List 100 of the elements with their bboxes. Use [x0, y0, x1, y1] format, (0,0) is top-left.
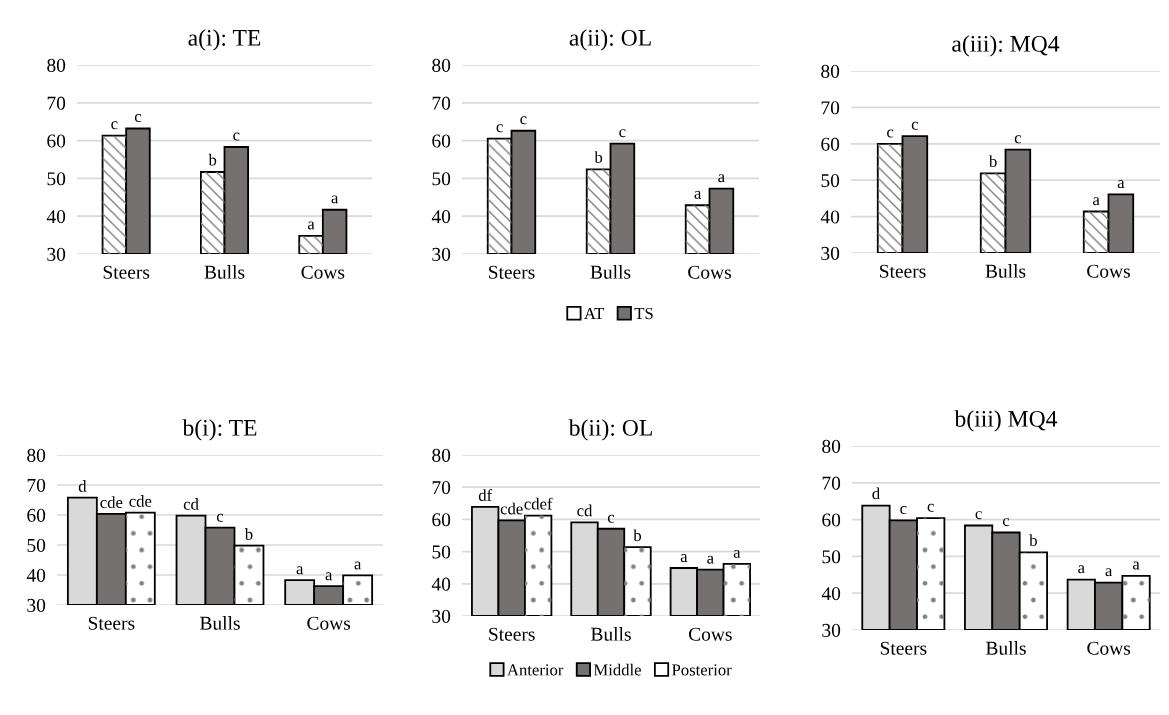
data-label: cd — [577, 504, 593, 517]
x-tick-label: Bulls — [204, 265, 245, 279]
chart-title: b(ii): OL — [568, 419, 652, 441]
y-tick-label: 50 — [432, 172, 451, 186]
data-label: a — [707, 555, 714, 564]
x-tick-label: Cows — [307, 616, 351, 630]
data-label: c — [111, 121, 118, 130]
data-label: b — [988, 155, 997, 167]
data-label: c — [607, 514, 615, 523]
y-tick-label: 40 — [26, 568, 46, 582]
y-tick-label: 40 — [820, 210, 840, 224]
y-tick-label: 70 — [47, 96, 66, 110]
data-label: df — [478, 488, 493, 501]
data-label: a — [354, 561, 362, 570]
y-tick-label: 80 — [27, 448, 46, 462]
data-label: b — [244, 528, 253, 540]
y-tick-label: 50 — [822, 550, 841, 564]
legend-label: Posterior — [672, 664, 732, 676]
x-tick-label: Bulls — [986, 641, 1026, 655]
data-label: c — [520, 116, 527, 125]
data-label: a — [325, 572, 333, 581]
x-tick-label: Cows — [301, 265, 345, 279]
y-tick-label: 80 — [47, 58, 66, 72]
y-tick-label: 30 — [432, 247, 451, 261]
x-tick-label: Bulls — [985, 264, 1026, 278]
data-label: cde — [100, 496, 123, 509]
data-label: a — [1078, 565, 1085, 574]
y-tick-label: 50 — [821, 174, 840, 188]
x-tick-label: Cows — [1087, 641, 1131, 655]
legend-label: AT — [584, 307, 605, 319]
y-tick-label: 80 — [432, 448, 451, 462]
x-tick-label: Steers — [489, 265, 535, 279]
data-label: cde — [129, 495, 152, 507]
y-tick-label: 70 — [432, 481, 451, 495]
data-label: c — [1014, 135, 1022, 144]
legend-label: TS — [634, 307, 653, 320]
data-label: b — [208, 153, 217, 166]
data-label: d — [872, 487, 880, 500]
chart-title: a(iii): MQ4 — [952, 35, 1060, 57]
data-label: a — [296, 566, 304, 575]
data-label: cd — [183, 498, 199, 510]
x-tick-label: Steers — [88, 616, 135, 630]
data-label: a — [1105, 568, 1113, 577]
data-label: c — [233, 132, 240, 141]
data-label: c — [887, 129, 894, 138]
y-tick-label: 60 — [432, 134, 451, 148]
data-label: cde — [500, 502, 523, 515]
y-tick-label: 30 — [822, 623, 841, 637]
x-tick-label: Bulls — [590, 265, 631, 279]
data-label: a — [694, 190, 702, 199]
legend-label: Anterior — [507, 664, 564, 676]
data-label: c — [975, 511, 982, 520]
y-tick-label: 30 — [47, 247, 66, 261]
y-tick-label: 60 — [821, 137, 840, 151]
chart-title: b(i): TE — [182, 419, 257, 441]
x-tick-label: Steers — [103, 265, 150, 279]
y-tick-label: 80 — [432, 58, 451, 72]
y-tick-label: 40 — [46, 210, 66, 224]
chart-title: a(i): TE — [188, 29, 261, 51]
data-label: c — [134, 114, 142, 123]
data-label: a — [1117, 180, 1125, 189]
x-tick-label: Steers — [880, 641, 927, 655]
x-tick-label: Bulls — [200, 616, 240, 630]
y-tick-label: 70 — [27, 478, 46, 492]
data-label: a — [680, 554, 688, 563]
data-label: a — [718, 174, 725, 183]
data-label: d — [78, 480, 87, 492]
y-tick-label: 50 — [432, 545, 451, 559]
data-label: c — [911, 121, 919, 130]
y-tick-label: 70 — [821, 101, 840, 115]
y-tick-label: 80 — [821, 64, 840, 78]
x-tick-label: Bulls — [591, 627, 631, 641]
y-tick-label: 60 — [822, 513, 841, 527]
y-tick-label: 70 — [432, 96, 451, 110]
data-label: c — [927, 503, 934, 512]
y-tick-label: 40 — [431, 210, 451, 224]
data-label: c — [496, 124, 503, 133]
chart-title: a(ii): OL — [569, 29, 651, 51]
data-label: c — [216, 513, 224, 522]
data-label: c — [900, 505, 907, 515]
data-label: a — [307, 221, 315, 230]
y-tick-label: 50 — [27, 538, 46, 552]
data-label: a — [1132, 561, 1140, 570]
y-tick-label: 50 — [47, 172, 66, 186]
data-label: a — [733, 549, 741, 558]
y-tick-label: 70 — [822, 476, 841, 490]
chart-title: b(iii) MQ4 — [954, 410, 1058, 432]
y-tick-label: 30 — [27, 598, 46, 612]
x-tick-label: Steers — [880, 264, 926, 278]
legend-label: Middle — [593, 663, 641, 676]
data-label: a — [331, 195, 339, 204]
y-tick-label: 60 — [432, 513, 451, 527]
data-label: c — [1002, 518, 1010, 527]
data-label: a — [1093, 197, 1100, 206]
x-tick-label: Cows — [688, 627, 732, 641]
y-tick-label: 60 — [27, 508, 46, 522]
data-label: cdef — [524, 497, 553, 510]
data-label: b — [1029, 534, 1037, 547]
x-tick-label: Steers — [489, 627, 535, 641]
y-tick-label: 40 — [431, 577, 451, 591]
